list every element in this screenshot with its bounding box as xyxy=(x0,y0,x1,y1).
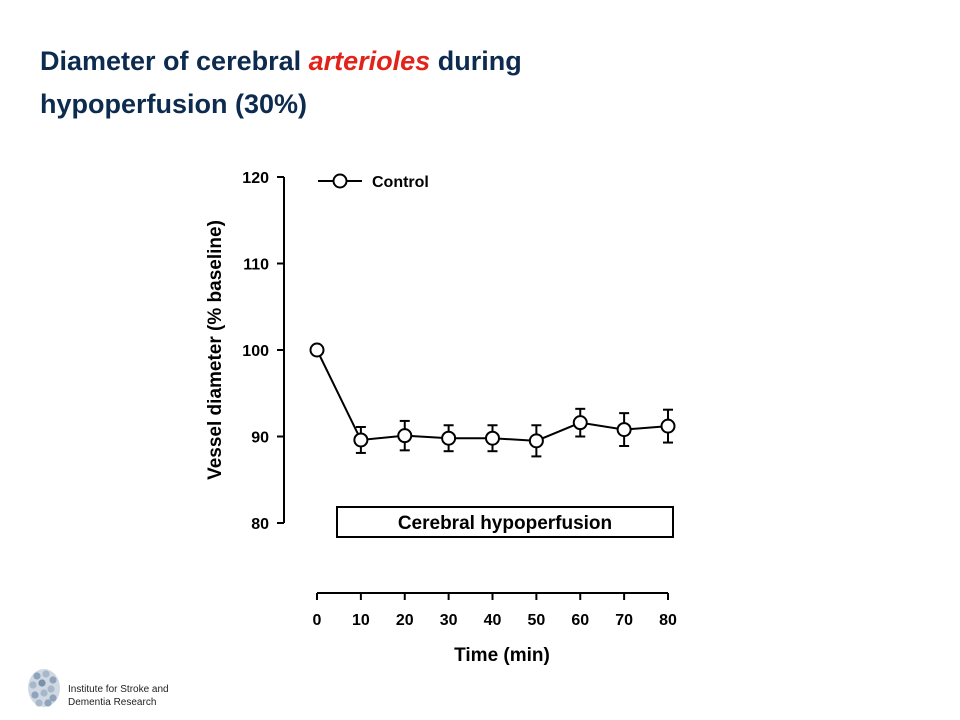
title-text-end: during hypoperfusion (30%) xyxy=(40,46,522,119)
hypoperfusion-box xyxy=(336,506,674,538)
x-tick-label: 40 xyxy=(484,612,502,629)
hypoperfusion-label: Cerebral hypoperfusion xyxy=(398,513,612,534)
y-tick-label: 120 xyxy=(242,170,269,187)
legend-label: Control xyxy=(372,174,429,191)
x-tick-label: 30 xyxy=(440,612,458,629)
institute-name-line2: Dementia Research xyxy=(68,697,157,708)
x-tick-label: 80 xyxy=(659,612,677,629)
x-tick-label: 50 xyxy=(527,612,545,629)
legend-marker xyxy=(332,173,348,189)
x-tick-label: 0 xyxy=(313,612,322,629)
data-point xyxy=(309,342,325,358)
data-point xyxy=(485,430,500,446)
x-tick-label: 20 xyxy=(396,612,414,629)
data-point xyxy=(441,430,457,446)
data-point xyxy=(572,415,588,431)
title-text-start: Diameter of cerebral xyxy=(40,46,309,76)
data-point xyxy=(353,432,369,448)
y-tick-label: 100 xyxy=(242,343,269,360)
y-tick-label: 110 xyxy=(243,257,269,274)
institute-name-line1: Institute for Stroke and xyxy=(68,684,169,695)
x-tick-label: 70 xyxy=(615,612,633,629)
brain-icon xyxy=(28,669,60,707)
y-axis-title: Vessel diameter (% baseline) xyxy=(205,220,226,480)
title-accent-word: arterioles xyxy=(308,46,431,76)
y-tick-label: 90 xyxy=(251,430,269,447)
institute-logo: Institute for Stroke and Dementia Resear… xyxy=(24,664,224,714)
x-tick-label: 10 xyxy=(352,612,370,629)
data-point xyxy=(616,422,632,438)
x-tick-label: 60 xyxy=(571,612,589,629)
x-axis-title: Time (min) xyxy=(454,645,550,666)
data-point xyxy=(528,433,544,449)
y-tick-label: 80 xyxy=(251,516,269,533)
institute-name: Institute for Stroke and Dementia Resear… xyxy=(68,683,169,709)
data-point xyxy=(397,428,413,444)
slide-title: Diameter of cerebral arterioles during h… xyxy=(40,40,660,126)
data-point xyxy=(660,418,676,434)
